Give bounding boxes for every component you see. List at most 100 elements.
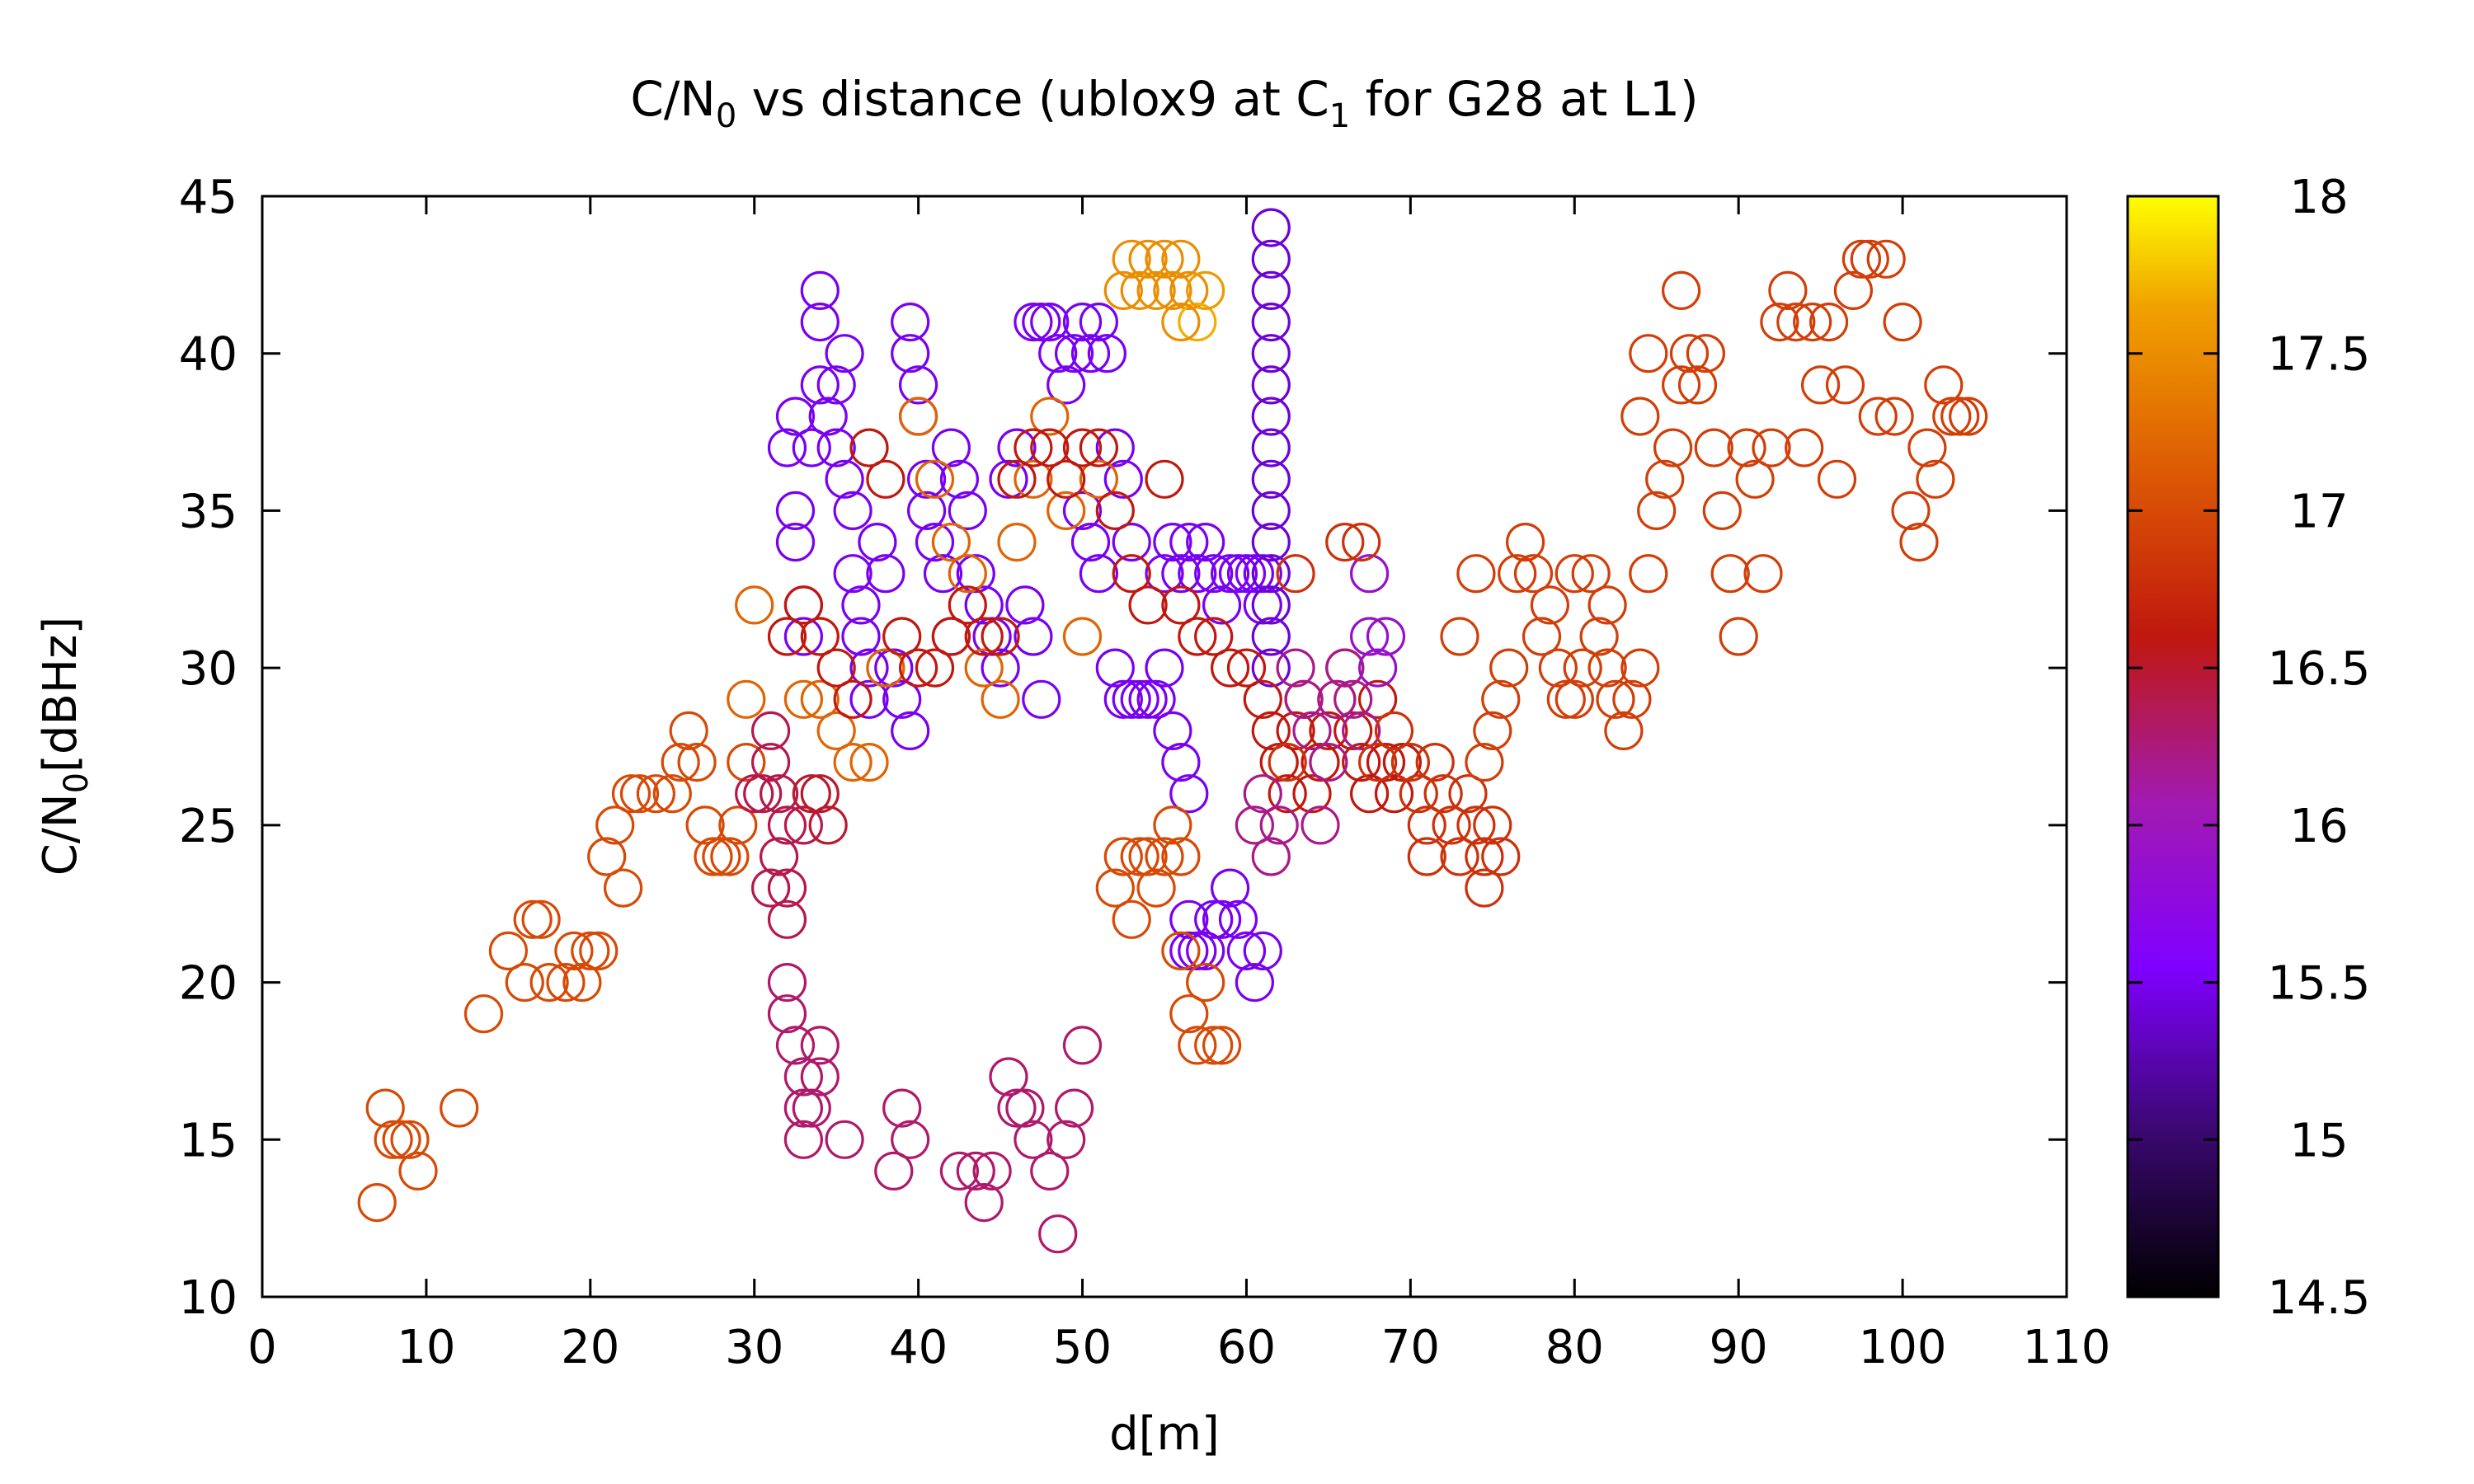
data-point	[1251, 585, 1291, 625]
data-point	[981, 679, 1020, 719]
data-point	[1202, 899, 1242, 939]
data-point	[767, 428, 807, 467]
data-point	[1456, 805, 1496, 845]
data-point	[1145, 239, 1184, 279]
y-tick-label: 10	[179, 1271, 238, 1325]
data-point	[1062, 1026, 1103, 1065]
data-point	[1054, 334, 1094, 373]
data-point	[800, 270, 840, 310]
data-point	[398, 1151, 438, 1191]
data-point	[1916, 459, 1955, 499]
data-point	[808, 805, 848, 845]
data-point	[1062, 617, 1103, 656]
data-point	[1768, 270, 1808, 310]
data-point	[1498, 554, 1537, 594]
data-point	[750, 711, 791, 751]
data-point	[849, 648, 889, 688]
data-point	[1128, 837, 1168, 876]
data-point	[1120, 270, 1159, 310]
data-point	[1103, 459, 1143, 499]
data-point	[1390, 742, 1431, 782]
data-point	[964, 1182, 1004, 1223]
data-point	[816, 711, 856, 751]
data-points	[357, 208, 1988, 1254]
data-point	[1317, 679, 1357, 719]
data-point	[849, 679, 889, 719]
data-point	[972, 617, 1012, 656]
data-point	[1620, 648, 1660, 688]
data-point	[1178, 931, 1217, 971]
data-point	[1112, 522, 1151, 562]
data-point	[505, 962, 544, 1003]
data-point	[800, 679, 840, 719]
data-point	[357, 1182, 397, 1223]
data-point	[1932, 397, 1972, 436]
data-point	[727, 679, 766, 719]
data-point	[1661, 270, 1701, 310]
data-point	[775, 1026, 816, 1065]
data-point	[1448, 774, 1488, 814]
data-point	[1653, 428, 1693, 467]
x-axis-ticks: 0 10 20 30 40 50 60 70 80 90 100 110	[247, 196, 2110, 1374]
data-point	[874, 648, 914, 688]
x-tick-label: 100	[1859, 1321, 1947, 1374]
data-point	[652, 774, 692, 814]
data-point	[931, 428, 971, 467]
data-point	[1047, 365, 1086, 405]
data-point	[1866, 239, 1906, 279]
data-point	[1694, 428, 1733, 467]
data-point	[1719, 617, 1758, 656]
x-tick-label: 0	[247, 1321, 277, 1374]
data-point	[858, 522, 897, 562]
data-point	[1243, 554, 1282, 594]
y-tick-label: 20	[179, 957, 238, 1011]
data-point	[1005, 585, 1045, 625]
data-point	[488, 931, 529, 971]
data-point	[1292, 711, 1332, 751]
data-point	[1161, 303, 1201, 342]
data-point	[989, 459, 1028, 499]
data-point	[1924, 365, 1964, 405]
data-point	[1169, 899, 1209, 939]
y-tick-label: 45	[179, 171, 238, 224]
data-point	[1858, 397, 1898, 436]
data-point	[1629, 554, 1668, 594]
data-point	[1554, 554, 1594, 594]
data-point	[783, 1088, 824, 1128]
data-point	[1907, 428, 1947, 467]
data-point	[1604, 711, 1644, 751]
data-point	[1070, 334, 1111, 373]
data-point	[1178, 303, 1217, 342]
data-point	[1030, 397, 1070, 436]
data-point	[1841, 239, 1881, 279]
data-point	[1251, 397, 1291, 436]
data-point	[587, 837, 627, 876]
data-point	[1038, 1214, 1078, 1254]
data-point	[1243, 585, 1282, 625]
data-point	[1202, 585, 1242, 625]
data-point	[783, 1057, 824, 1097]
data-point	[1186, 522, 1225, 562]
data-point	[1342, 711, 1381, 751]
data-point	[1153, 805, 1192, 845]
data-point	[1366, 617, 1406, 656]
data-point	[915, 522, 955, 562]
data-point	[1235, 554, 1275, 594]
data-point	[1047, 491, 1086, 531]
data-point	[1161, 837, 1201, 876]
y-axis-ticks: 10 15 20 25 30 35 40 45	[179, 171, 2067, 1325]
x-tick-label: 30	[725, 1321, 783, 1374]
data-point	[1243, 679, 1282, 719]
data-point	[1891, 491, 1931, 531]
colorbar-tick-label: 14.5	[2268, 1271, 2371, 1325]
data-point	[956, 1151, 995, 1191]
data-point	[906, 459, 947, 499]
data-point	[1342, 522, 1381, 562]
data-point	[1022, 303, 1061, 342]
data-point	[1087, 334, 1127, 373]
data-point	[1186, 931, 1225, 971]
data-point	[1030, 303, 1070, 342]
data-point	[948, 554, 987, 594]
data-point	[1686, 334, 1725, 373]
